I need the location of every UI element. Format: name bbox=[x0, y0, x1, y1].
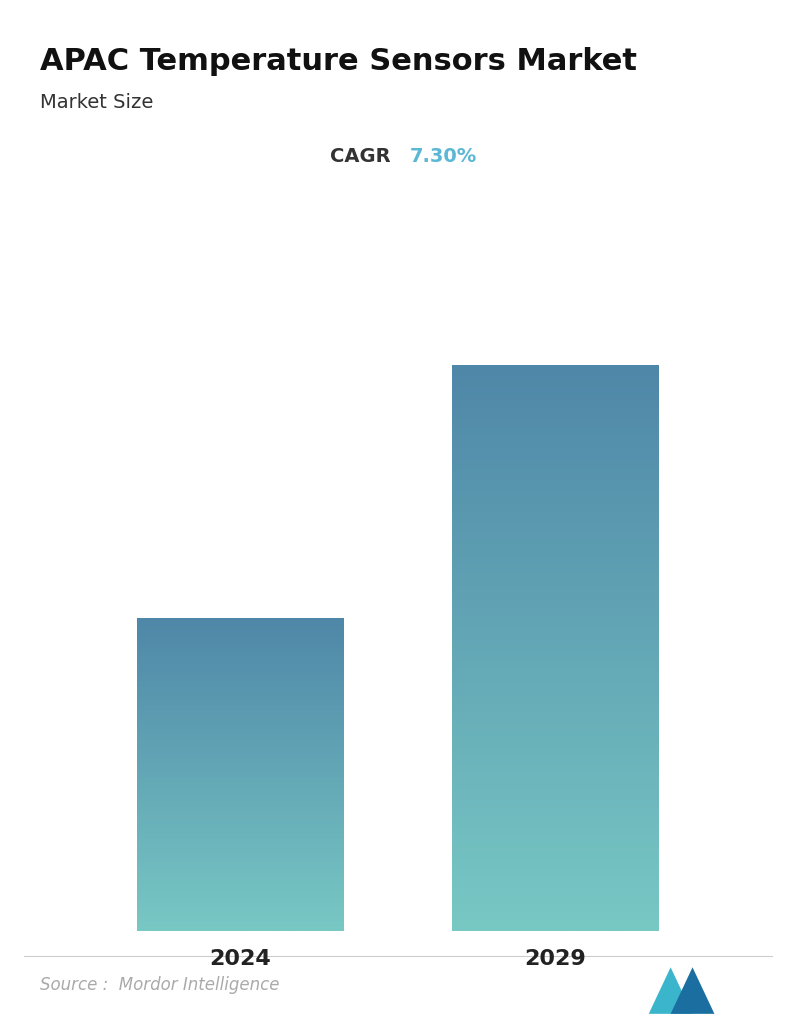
Text: CAGR: CAGR bbox=[330, 147, 398, 165]
Text: Market Size: Market Size bbox=[40, 93, 153, 112]
Polygon shape bbox=[649, 968, 693, 1013]
Text: 2024: 2024 bbox=[209, 949, 271, 969]
Text: 7.30%: 7.30% bbox=[410, 147, 477, 165]
Polygon shape bbox=[670, 968, 715, 1013]
Text: 2029: 2029 bbox=[525, 949, 587, 969]
Text: APAC Temperature Sensors Market: APAC Temperature Sensors Market bbox=[40, 47, 637, 75]
Text: Source :  Mordor Intelligence: Source : Mordor Intelligence bbox=[40, 976, 279, 995]
